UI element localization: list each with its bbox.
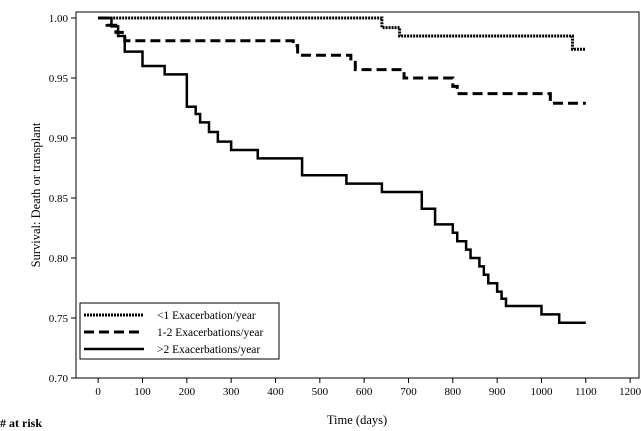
- x-tick-label: 700: [400, 386, 417, 398]
- x-axis-ticks: 0 100 200 300 400 500 600 700 800 900 1000 1100 1200: [95, 378, 641, 398]
- y-tick-label: 0.70: [49, 373, 69, 385]
- y-tick-label: 0.95: [49, 73, 69, 85]
- x-tick-label: 1200: [619, 386, 641, 398]
- x-tick-label: 200: [179, 386, 196, 398]
- x-tick-label: 500: [312, 386, 329, 398]
- plot-frame: [75, 11, 640, 379]
- y-tick-label: 0.85: [49, 193, 69, 205]
- y-tick-label: 1.00: [49, 13, 69, 25]
- legend-box: [79, 302, 280, 360]
- x-tick-label: 400: [267, 386, 284, 398]
- legend-items: <1 Exacerbation/year 1-2 Exacerbations/ye…: [84, 310, 263, 356]
- x-tick-label: 1100: [575, 386, 597, 398]
- legend-label-3: >2 Exacerbations/year: [157, 344, 260, 356]
- y-tick-label: 0.90: [49, 133, 69, 145]
- legend: <1 Exacerbation/year 1-2 Exacerbations/ye…: [79, 302, 280, 360]
- x-tick-label: 100: [134, 386, 151, 398]
- legend-label-2: 1-2 Exacerbations/year: [157, 327, 263, 339]
- series-line-2: [98, 16, 586, 105]
- y-axis-ticks: 0.70 0.75 0.80 0.85 0.90 0.95 1.00: [49, 13, 76, 385]
- y-axis-title: Survival: Death or transplant: [29, 122, 43, 267]
- x-axis-title: Time (days): [327, 413, 387, 427]
- x-tick-label: 0: [95, 386, 101, 398]
- legend-label-1: <1 Exacerbation/year: [157, 310, 256, 322]
- at-risk-label: # at risk: [0, 416, 42, 430]
- series-layer: [98, 16, 586, 325]
- plot-area: [75, 11, 640, 379]
- x-tick-label: 600: [356, 386, 373, 398]
- x-tick-label: 900: [489, 386, 506, 398]
- x-tick-label: 300: [223, 386, 240, 398]
- x-tick-label: 800: [445, 386, 462, 398]
- y-tick-label: 0.75: [49, 313, 69, 325]
- series-line-1: [98, 16, 586, 51]
- y-tick-label: 0.80: [49, 253, 69, 265]
- series-line-3: [98, 16, 586, 325]
- x-tick-label: 1000: [530, 386, 553, 398]
